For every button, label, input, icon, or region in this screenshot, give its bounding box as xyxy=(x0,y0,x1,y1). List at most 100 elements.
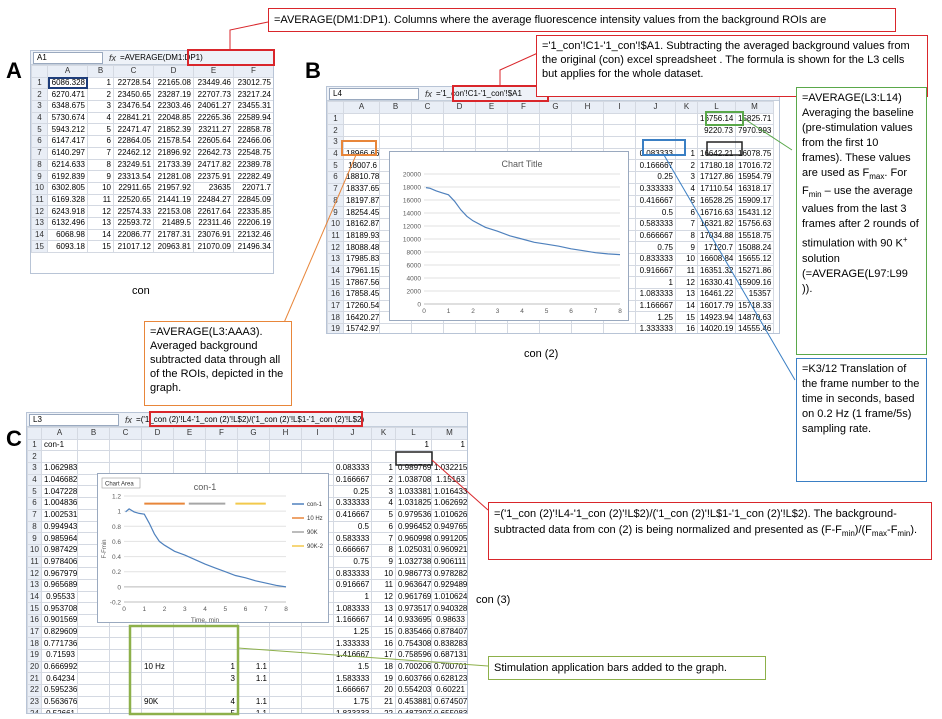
cell[interactable]: 0.878407 xyxy=(431,625,467,639)
row-header[interactable]: 2 xyxy=(27,450,42,464)
cell[interactable]: 0.916667 xyxy=(635,264,676,278)
cell[interactable]: 7 xyxy=(87,146,114,160)
column-header[interactable]: I xyxy=(603,101,636,114)
row-header[interactable]: 17 xyxy=(27,625,42,639)
cell[interactable] xyxy=(141,450,174,464)
cell[interactable]: 16351.32 xyxy=(697,264,736,278)
cell[interactable]: 21281.08 xyxy=(153,170,194,183)
cell[interactable]: 0.700701 xyxy=(431,660,467,674)
cell[interactable]: 12 xyxy=(87,205,114,218)
cell[interactable]: 0.835466 xyxy=(395,625,432,639)
cell[interactable]: 22335.85 xyxy=(233,205,273,218)
cell[interactable]: 14870.63 xyxy=(735,311,774,325)
cell[interactable]: 0.5 xyxy=(635,206,676,219)
cell[interactable]: 18 xyxy=(371,660,396,674)
cell[interactable] xyxy=(539,136,572,149)
cell[interactable]: 18007.6 xyxy=(343,159,380,173)
cell[interactable] xyxy=(301,649,334,662)
cell[interactable]: 1.038708 xyxy=(395,473,432,487)
cell[interactable]: 22086.77 xyxy=(113,228,154,242)
cell[interactable] xyxy=(77,660,110,674)
cell[interactable] xyxy=(635,124,676,138)
row-header[interactable]: 5 xyxy=(31,123,48,137)
cell[interactable]: 10 xyxy=(675,252,698,266)
cell[interactable] xyxy=(507,112,540,126)
row-header[interactable]: 17 xyxy=(327,299,344,313)
spreadsheet-con[interactable]: A1 fx =AVERAGE(DM1:DP1) A B C D E F 1 6086.328 1… xyxy=(30,50,274,274)
cell[interactable] xyxy=(77,695,110,709)
cell[interactable]: 22 xyxy=(371,707,396,713)
cell[interactable]: 0.666667 xyxy=(333,543,372,557)
cell[interactable]: 11 xyxy=(675,264,698,278)
cell[interactable]: 7 xyxy=(675,217,698,231)
cell[interactable] xyxy=(301,684,334,697)
fx-icon[interactable]: fx xyxy=(109,52,117,63)
column-header[interactable] xyxy=(27,427,42,440)
cell[interactable]: 1.75 xyxy=(333,695,372,709)
row-header[interactable]: 3 xyxy=(27,462,42,475)
cell[interactable]: 0.916667 xyxy=(333,578,372,592)
cell[interactable]: 5 xyxy=(675,194,698,208)
cell[interactable]: 21957.92 xyxy=(153,181,194,195)
cell[interactable]: 23635 xyxy=(193,181,234,195)
column-header[interactable]: A xyxy=(41,427,78,440)
cell[interactable]: 1.416667 xyxy=(333,649,372,662)
row-header[interactable]: 7 xyxy=(327,182,344,196)
cell[interactable]: 1.062983 xyxy=(41,462,78,475)
cell[interactable]: 6140.297 xyxy=(47,146,88,160)
row-header[interactable]: 4 xyxy=(327,147,344,161)
cell[interactable]: 17034.88 xyxy=(697,229,736,243)
cell[interactable] xyxy=(141,625,174,639)
cell[interactable]: 1.166667 xyxy=(635,299,676,313)
cell[interactable]: 1.333333 xyxy=(635,323,676,333)
name-box[interactable]: L4 xyxy=(329,87,419,100)
cell[interactable]: 0.25 xyxy=(635,171,676,184)
cell[interactable]: 9 xyxy=(87,170,114,183)
row-header[interactable]: 15 xyxy=(27,602,42,615)
cell[interactable]: 9220.73 xyxy=(697,124,736,138)
cell[interactable] xyxy=(173,684,206,697)
cell[interactable]: 22589.94 xyxy=(233,111,273,125)
cell[interactable]: 0.583333 xyxy=(333,532,372,545)
cell[interactable] xyxy=(237,438,270,452)
formula-text[interactable]: =AVERAGE(DM1:DP1) xyxy=(120,53,203,62)
cell[interactable] xyxy=(41,450,78,464)
cell[interactable] xyxy=(141,684,174,697)
cell[interactable] xyxy=(343,112,380,126)
column-header[interactable]: H xyxy=(571,101,604,114)
cell[interactable]: 19 xyxy=(371,672,396,686)
cell[interactable]: 6243.918 xyxy=(47,205,88,218)
cell[interactable]: 1.010624 xyxy=(431,590,467,604)
cell[interactable] xyxy=(371,450,396,464)
cell[interactable]: 0.98633 xyxy=(431,614,467,627)
cell[interactable]: 0.655083 xyxy=(431,707,467,713)
cell[interactable]: 0.838283 xyxy=(431,637,467,651)
cell[interactable] xyxy=(301,438,334,452)
cell[interactable]: 0.833333 xyxy=(333,567,372,580)
cell[interactable]: 22605.64 xyxy=(193,135,234,148)
cell[interactable]: 21896.92 xyxy=(153,146,194,160)
cell[interactable]: 18197.87 xyxy=(343,194,380,208)
row-header[interactable]: 9 xyxy=(31,170,48,183)
column-header[interactable]: D xyxy=(141,427,174,440)
cell[interactable]: 0.973517 xyxy=(395,602,432,615)
cell[interactable] xyxy=(109,707,142,713)
column-header[interactable]: B xyxy=(87,65,114,78)
cell[interactable]: 15518.75 xyxy=(735,229,774,243)
cell[interactable]: 0.5 xyxy=(333,520,372,534)
cell[interactable]: 21441.19 xyxy=(153,193,194,207)
cell[interactable]: 23211.27 xyxy=(193,123,234,137)
row-header[interactable]: 11 xyxy=(27,555,42,569)
cell[interactable] xyxy=(77,684,110,697)
cell[interactable]: 0.60221 xyxy=(431,684,467,697)
cell[interactable]: 8 xyxy=(371,543,396,557)
row-header[interactable]: 7 xyxy=(27,508,42,522)
cell[interactable]: 16528.25 xyxy=(697,194,736,208)
cell[interactable] xyxy=(379,136,412,149)
cell[interactable]: 0.416667 xyxy=(333,508,372,522)
row-header[interactable]: 13 xyxy=(327,252,344,266)
cell[interactable] xyxy=(411,112,444,126)
row-header[interactable]: 12 xyxy=(27,567,42,580)
cell[interactable]: 6132.496 xyxy=(47,216,88,230)
cell[interactable] xyxy=(301,707,334,713)
